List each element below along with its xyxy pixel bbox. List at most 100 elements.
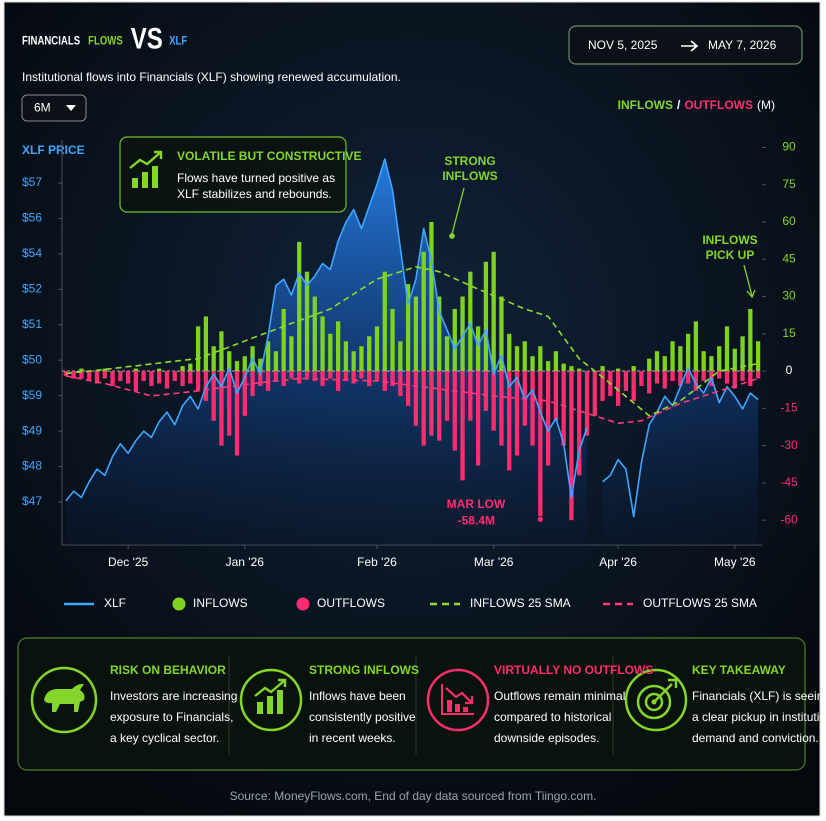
flow-bar [227,371,232,436]
flow-bar [405,371,411,406]
flow-bar [670,371,675,382]
card-text: Inflows have been [309,689,406,703]
flow-bar [149,371,154,386]
flow-bar [468,271,473,372]
x-tick-label: Apr '26 [599,555,637,569]
flow-bar [701,371,706,382]
legend-marker [296,597,310,611]
legend-label: OUTFLOWS [317,596,385,610]
card-text: compared to historical [494,710,611,724]
y2-tick-label: -30 [780,438,798,452]
flow-bar [701,351,706,372]
y-tick-label: $59 [22,388,42,402]
flow-bar [569,366,574,372]
flow-bar [460,371,465,481]
cards-panel [17,637,806,771]
flow-bar [63,371,69,377]
flow-bar [234,361,240,372]
legend-label: INFLOWS 25 SMA [470,596,571,610]
flow-bar [670,341,675,372]
flow-bar [678,371,683,386]
title-group: FINANCIALS FLOWS VS XLF [22,21,188,55]
icon-bar [257,702,263,714]
date-to: MAY 7, 2026 [708,38,777,52]
card-icon [239,668,303,732]
flow-bar [553,351,559,372]
flow-bar [499,371,504,446]
flow-bar [87,371,92,382]
flow-bar [538,346,543,372]
subtitle: Institutional flows into Financials (XLF… [22,70,401,84]
flow-bar [195,326,201,372]
card-title: RISK ON BEHAVIOR [110,663,226,677]
legend-label: XLF [104,596,126,610]
flow-bar [429,371,434,436]
legend-label: OUTFLOWS 25 SMA [643,596,757,610]
range-button[interactable] [21,94,87,122]
flow-bar [538,371,543,517]
flow-bar [693,321,699,372]
flow-bar [281,371,286,386]
card-text: consistently positive [309,710,416,724]
flow-bar [709,356,714,372]
flow-bar [133,371,139,391]
date-range-box[interactable] [568,25,803,65]
flow-bar [312,296,317,372]
annotation-text: STRONG [444,154,495,168]
flow-bar [79,368,84,372]
annotation-text: MAR LOW [447,497,506,511]
card-icon [426,668,490,732]
flow-bar [343,371,349,382]
flow-bar [164,371,170,389]
y2-title-part: INFLOWS [618,98,673,112]
y-tick-label: $56 [22,211,42,225]
flow-bar [631,366,636,372]
flow-bar [141,371,146,382]
flow-bar [234,371,240,456]
card-text: a clear pickup in institutional [692,710,826,724]
flow-bar [732,348,737,372]
flow-bar [188,363,193,372]
flow-bar [180,366,185,372]
flow-bar [740,371,745,382]
icon-bar [142,172,148,188]
flow-bar [351,351,356,372]
flow-bar [413,296,419,372]
legend-marker [172,597,186,611]
flow-bar [359,371,364,379]
flow-bar [499,296,504,372]
icon-ring [624,668,688,732]
flow-bar [577,368,582,372]
flow-bar [405,284,411,372]
flow-bar [273,371,279,382]
flow-bar [180,371,185,386]
flow-bar [452,371,457,451]
y2-tick-label: -60 [780,512,798,526]
flow-bar [343,341,349,372]
flow-bar [328,333,333,372]
flow-bar [367,371,372,386]
flow-bar [600,366,605,372]
annotation-pointer [743,264,756,299]
flow-bar [639,371,644,386]
chart-area: $57 $56 $54 $52 $51 $50 $59 $49 $48 $47 90 75 60 45 30… [22,140,798,570]
flow-bar [561,371,566,446]
flow-bar [507,333,512,372]
flow-bar [755,371,761,379]
icon-target [644,692,664,712]
flow-bar [118,371,123,382]
y-tick-label: $48 [22,459,42,473]
flow-bar [250,371,255,396]
x-tick-label: May '26 [714,555,756,569]
flow-bar [577,371,582,476]
callout-text: XLF stabilizes and rebounds. [177,187,332,201]
flow-bar [584,371,590,436]
legend: XLF INFLOWS OUTFLOWS INFLOWS 25 SMA OUTFLOWS… [64,596,757,611]
icon-bar [267,696,273,714]
title-part: VS [131,21,163,55]
legend-label: INFLOWS [193,596,248,610]
value-label: -58.4M [458,513,495,527]
flow-bar [437,296,442,372]
date-arrow [681,40,699,52]
flow-bar [258,371,263,386]
